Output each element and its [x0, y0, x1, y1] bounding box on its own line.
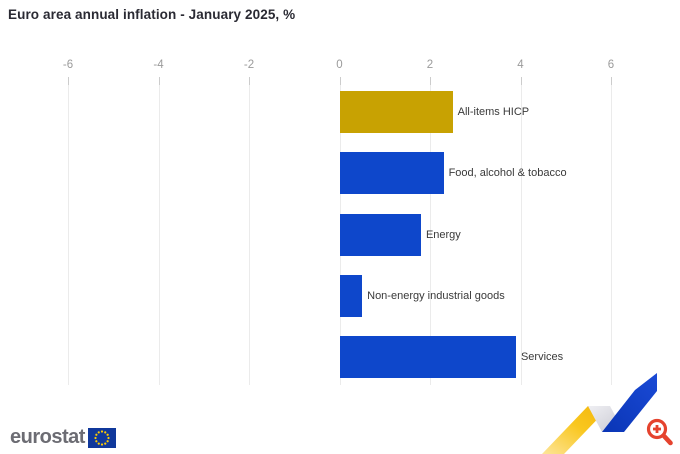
axis-tick-label: -6: [62, 59, 74, 71]
gridline: [611, 85, 612, 385]
bar: [339, 274, 363, 317]
bar-label: Energy: [425, 228, 461, 241]
zoom-in-magnifier-icon[interactable]: [645, 417, 677, 451]
gridline: [158, 85, 160, 385]
bar-label: All-items HICP: [457, 106, 530, 118]
axis-tick-label: -4: [153, 59, 164, 71]
axis-tick-label: 6: [607, 59, 615, 71]
axis-tick: [611, 77, 612, 85]
chart-title: Euro area annual inflation - January 202…: [8, 7, 296, 22]
axis-tick: [68, 77, 69, 85]
bar: [339, 152, 444, 195]
bar-label: Services: [520, 351, 564, 363]
axis-tick: [339, 77, 341, 85]
axis-tick: [430, 77, 431, 85]
bar: [339, 213, 421, 256]
axis-tick: [520, 77, 522, 85]
zigzag-trend-ribbon-icon: [542, 373, 657, 454]
gridline: [249, 85, 250, 385]
axis-tick-label: -2: [243, 59, 255, 71]
bar-label: Non-energy industrial goods: [367, 289, 505, 302]
axis-tick: [249, 77, 250, 85]
eu-flag-icon: [88, 428, 116, 448]
axis-tick-label: 0: [336, 59, 343, 71]
bar-label: Food, alcohol & tobacco: [448, 167, 567, 180]
gridline: [430, 85, 431, 385]
axis-tick-label: 4: [517, 59, 524, 71]
eurostat-logo-text: eurostat: [10, 426, 85, 448]
bar: [339, 336, 516, 378]
bar: [339, 91, 453, 133]
axis-tick: [158, 77, 160, 85]
gridline: [520, 85, 522, 385]
axis-tick-label: 2: [426, 59, 434, 71]
gridline: [68, 85, 69, 385]
